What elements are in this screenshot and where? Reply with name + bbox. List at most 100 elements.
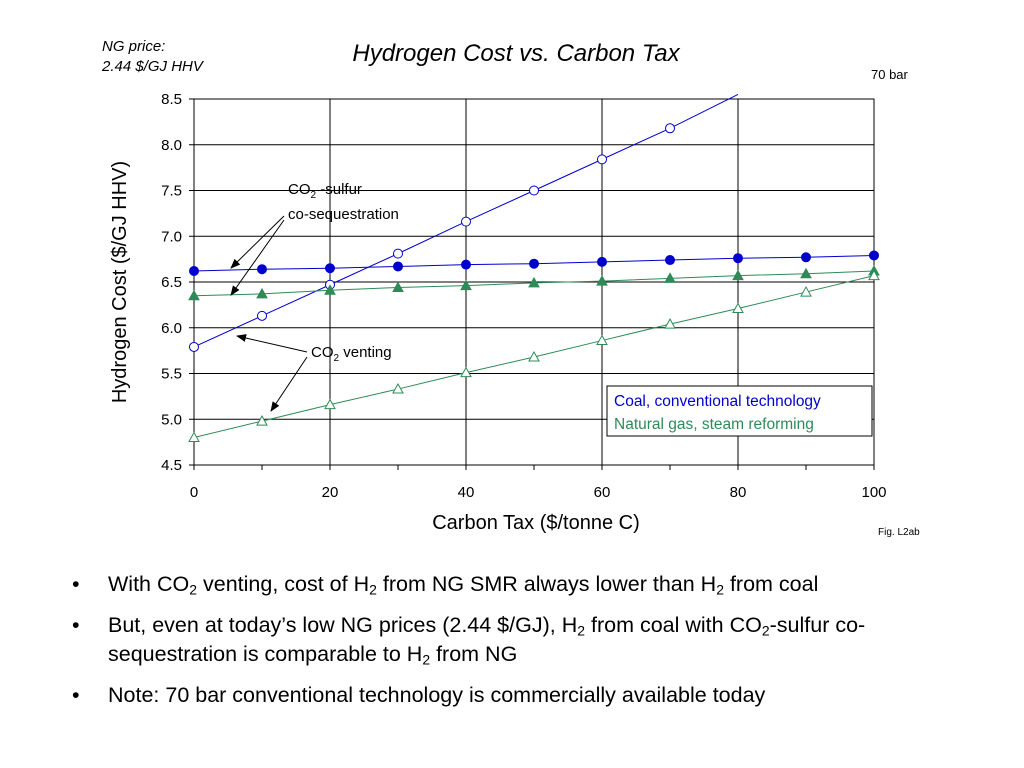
bullet-text: -sulfur co-sequestration is comparable t… bbox=[108, 613, 866, 666]
data-point bbox=[188, 289, 200, 301]
x-tick-label: 80 bbox=[730, 484, 747, 501]
data-point bbox=[665, 123, 675, 134]
data-point bbox=[393, 248, 403, 259]
data-point bbox=[800, 267, 812, 279]
data-point bbox=[256, 415, 268, 426]
y-tick-label: 6.0 bbox=[161, 320, 182, 337]
annotation-cosequestration: CO2 -sulfur bbox=[288, 181, 362, 201]
legend-box bbox=[606, 385, 873, 437]
bullet-text: from NG SMR always lower than H bbox=[376, 572, 717, 596]
subscript: 2 bbox=[369, 581, 377, 598]
data-point bbox=[461, 216, 471, 227]
data-point bbox=[392, 281, 404, 292]
x-tick-label: 0 bbox=[190, 484, 198, 501]
data-point bbox=[393, 261, 403, 272]
data-point bbox=[596, 334, 608, 346]
bullet-item: • With CO2 venting, cost of H2 from NG SM… bbox=[72, 570, 992, 599]
annotation-seq-suffix: -sulfur bbox=[316, 181, 362, 198]
x-tick-label: 20 bbox=[322, 484, 339, 501]
plot-frame bbox=[193, 98, 875, 466]
data-point bbox=[325, 263, 335, 274]
annotation-vent-sub: 2 bbox=[334, 353, 340, 364]
bullet-text: Note: 70 bar conventional technology is … bbox=[108, 683, 766, 707]
data-point bbox=[392, 383, 404, 394]
data-point bbox=[664, 318, 676, 329]
data-point bbox=[460, 279, 472, 291]
x-axis-title: Carbon Tax ($/tonne C) bbox=[432, 512, 640, 534]
ng-price-line1: NG price: bbox=[102, 38, 166, 55]
ng-price-line2: 2.44 $/GJ HHV bbox=[102, 58, 203, 75]
bullet-dot: • bbox=[72, 613, 80, 637]
legend-entry-natural-gas: Natural gas, steam reforming bbox=[614, 416, 814, 433]
arrow-vent-to-ng bbox=[270, 356, 308, 412]
annotation-venting: CO2 venting bbox=[311, 344, 392, 364]
bullet-dot: • bbox=[72, 683, 80, 707]
data-point bbox=[732, 269, 744, 281]
bullet-text: from coal with CO bbox=[585, 613, 762, 637]
data-point bbox=[597, 256, 607, 267]
data-point bbox=[189, 341, 199, 352]
subscript: 2 bbox=[189, 581, 198, 598]
data-point bbox=[733, 253, 743, 264]
data-point bbox=[665, 255, 675, 266]
y-tick-label: 4.5 bbox=[161, 457, 182, 474]
data-point bbox=[460, 366, 472, 378]
data-point bbox=[324, 284, 336, 295]
y-tick-label: 5.0 bbox=[161, 411, 182, 428]
ng-price-note: NG price: 2.44 $/GJ HHV bbox=[102, 37, 203, 77]
bullet-text: venting, cost of H bbox=[197, 572, 370, 596]
arrow-seq-to-coal bbox=[230, 215, 285, 269]
annotation-vent-prefix: CO bbox=[311, 344, 334, 361]
y-tick-label: 8.5 bbox=[161, 91, 182, 108]
data-point bbox=[257, 310, 267, 321]
data-point bbox=[869, 250, 879, 261]
data-point bbox=[189, 266, 199, 277]
x-tick-label: 40 bbox=[458, 484, 475, 501]
data-point bbox=[801, 252, 811, 263]
bullet-text: from coal bbox=[723, 572, 819, 596]
data-point bbox=[732, 302, 744, 314]
data-point bbox=[461, 259, 471, 270]
y-tick-label: 6.5 bbox=[161, 274, 182, 291]
bullet-text: But, even at today’s low NG prices (2.44… bbox=[108, 613, 578, 637]
data-point bbox=[597, 154, 607, 165]
annotation-cosequestration-line2: co-sequestration bbox=[288, 206, 399, 223]
data-point bbox=[529, 185, 539, 196]
hydrogen-cost-chart: 4.55.05.56.06.57.07.58.08.50 20 40 60 80 100 … bbox=[109, 91, 887, 534]
subscript: 2 bbox=[422, 651, 431, 668]
data-point bbox=[664, 272, 676, 283]
annotation-seq-prefix: CO bbox=[288, 181, 311, 198]
chart-title-wrap: Hydrogen Cost vs. Carbon Tax bbox=[0, 40, 1024, 68]
y-tick-label: 8.0 bbox=[161, 137, 182, 154]
data-point bbox=[800, 286, 812, 297]
data-point bbox=[256, 287, 268, 299]
bullet-text: from NG bbox=[430, 642, 518, 666]
bullet-text: With CO bbox=[108, 572, 190, 596]
legend-entry-coal: Coal, conventional technology bbox=[614, 393, 821, 410]
bullet-item: • But, even at today’s low NG prices (2.4… bbox=[72, 611, 992, 669]
subscript: 2 bbox=[761, 622, 770, 639]
pressure-note: 70 bar bbox=[871, 67, 908, 82]
axis-layer: 4.5 5.0 5.5 6.0 6.5 7.0 7.5 8.0 8.5 0 20 40 60 80 100 bbox=[161, 91, 886, 501]
chart-legend: Coal, conventional technology Natural ga… bbox=[606, 385, 873, 437]
y-axis-title: Hydrogen Cost ($/GJ HHV) bbox=[109, 161, 131, 403]
data-point bbox=[528, 351, 540, 362]
annotation-seq-sub: 2 bbox=[311, 190, 317, 201]
y-tick-label: 5.5 bbox=[161, 366, 182, 383]
subscript: 2 bbox=[577, 622, 586, 639]
data-point bbox=[324, 398, 336, 410]
data-point bbox=[188, 431, 200, 443]
arrow-seq-to-ng bbox=[230, 219, 285, 296]
data-point bbox=[529, 258, 539, 269]
figure-label: Fig. L2ab bbox=[878, 527, 920, 538]
y-tick-label: 7.5 bbox=[161, 183, 182, 200]
annotation-vent-suffix: venting bbox=[339, 344, 392, 361]
bullet-dot: • bbox=[72, 572, 80, 596]
series-layer bbox=[188, 93, 880, 443]
subscript: 2 bbox=[716, 581, 724, 598]
x-tick-label: 100 bbox=[861, 484, 886, 501]
arrow-vent-to-coal bbox=[236, 334, 308, 353]
y-tick-label: 7.0 bbox=[161, 228, 182, 245]
chart-title: Hydrogen Cost vs. Carbon Tax bbox=[352, 40, 680, 67]
bullet-item: • Note: 70 bar conventional technology is… bbox=[72, 681, 992, 710]
